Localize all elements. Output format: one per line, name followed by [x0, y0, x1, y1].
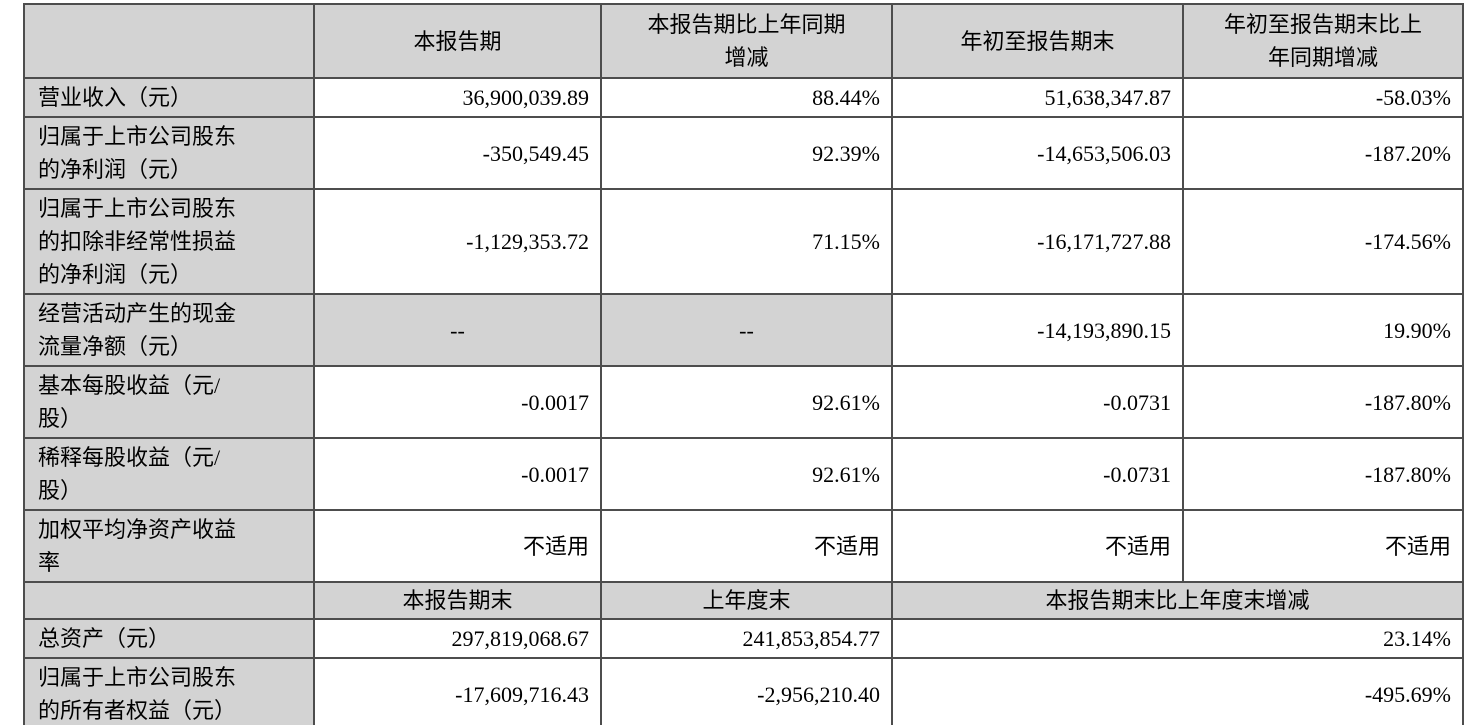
table-row: 加权平均净资产收益 率 不适用 不适用 不适用 不适用: [23, 509, 1464, 583]
cell-value: 297,819,068.67: [313, 618, 602, 659]
table-row: 总资产（元） 297,819,068.67 241,853,854.77 23.…: [23, 618, 1464, 659]
cell-value: -495.69%: [891, 657, 1464, 725]
cell-value: -187.80%: [1182, 365, 1464, 439]
table-row: 基本每股收益（元/ 股） -0.0017 92.61% -0.0731 -187…: [23, 365, 1464, 439]
cell-value: 不适用: [1182, 509, 1464, 583]
cell-value: -350,549.45: [313, 116, 602, 190]
row-label: 总资产（元）: [23, 618, 315, 659]
header-cell-yoy-change: 本报告期比上年同期 增减: [600, 3, 893, 79]
financial-summary-table: 本报告期 本报告期比上年同期 增减 年初至报告期末 年初至报告期末比上 年同期增…: [23, 3, 1464, 725]
cell-value: -17,609,716.43: [313, 657, 602, 725]
cell-value: -58.03%: [1182, 77, 1464, 118]
table-row: 归属于上市公司股东 的所有者权益（元） -17,609,716.43 -2,95…: [23, 657, 1464, 725]
row-label: 加权平均净资产收益 率: [23, 509, 315, 583]
cell-value: 不适用: [891, 509, 1184, 583]
table-row: 经营活动产生的现金 流量净额（元） -- -- -14,193,890.15 1…: [23, 293, 1464, 367]
row-label: 营业收入（元）: [23, 77, 315, 118]
cell-value: -0.0731: [891, 437, 1184, 511]
cell-value: -2,956,210.40: [600, 657, 893, 725]
subheader-cell-prior-year-end: 上年度末: [600, 581, 893, 620]
row-label: 归属于上市公司股东 的净利润（元）: [23, 116, 315, 190]
table-row: 归属于上市公司股东 的扣除非经常性损益 的净利润（元） -1,129,353.7…: [23, 188, 1464, 295]
cell-value: 19.90%: [1182, 293, 1464, 367]
cell-value: -14,193,890.15: [891, 293, 1184, 367]
cell-not-applicable-dash: --: [313, 293, 602, 367]
row-label: 归属于上市公司股东 的扣除非经常性损益 的净利润（元）: [23, 188, 315, 295]
cell-value: -0.0017: [313, 365, 602, 439]
cell-value: 92.61%: [600, 365, 893, 439]
cell-value: 92.39%: [600, 116, 893, 190]
cell-value: 92.61%: [600, 437, 893, 511]
cell-value: 51,638,347.87: [891, 77, 1184, 118]
subheader-cell-period-end: 本报告期末: [313, 581, 602, 620]
table-row: 稀释每股收益（元/ 股） -0.0017 92.61% -0.0731 -187…: [23, 437, 1464, 511]
cell-value: 不适用: [600, 509, 893, 583]
header-cell-current-period: 本报告期: [313, 3, 602, 79]
table-row: 营业收入（元） 36,900,039.89 88.44% 51,638,347.…: [23, 77, 1464, 118]
cell-value: -16,171,727.88: [891, 188, 1184, 295]
row-label: 稀释每股收益（元/ 股）: [23, 437, 315, 511]
table-subheader-row: 本报告期末 上年度末 本报告期末比上年度末增减: [23, 581, 1464, 620]
cell-value: 88.44%: [600, 77, 893, 118]
cell-value: -0.0017: [313, 437, 602, 511]
table-header-row: 本报告期 本报告期比上年同期 增减 年初至报告期末 年初至报告期末比上 年同期增…: [23, 3, 1464, 79]
row-label: 归属于上市公司股东 的所有者权益（元）: [23, 657, 315, 725]
cell-value: 23.14%: [891, 618, 1464, 659]
cell-value: -0.0731: [891, 365, 1184, 439]
cell-not-applicable-dash: --: [600, 293, 893, 367]
cell-value: -187.80%: [1182, 437, 1464, 511]
cell-value: -174.56%: [1182, 188, 1464, 295]
cell-value: 71.15%: [600, 188, 893, 295]
row-label: 经营活动产生的现金 流量净额（元）: [23, 293, 315, 367]
subheader-cell-blank: [23, 581, 315, 620]
header-cell-blank: [23, 3, 315, 79]
cell-value: -14,653,506.03: [891, 116, 1184, 190]
cell-value: -187.20%: [1182, 116, 1464, 190]
table-row: 归属于上市公司股东 的净利润（元） -350,549.45 92.39% -14…: [23, 116, 1464, 190]
cell-value: -1,129,353.72: [313, 188, 602, 295]
header-cell-ytd: 年初至报告期末: [891, 3, 1184, 79]
header-cell-ytd-yoy-change: 年初至报告期末比上 年同期增减: [1182, 3, 1464, 79]
subheader-cell-change-vs-prior-year-end: 本报告期末比上年度末增减: [891, 581, 1464, 620]
cell-value: 36,900,039.89: [313, 77, 602, 118]
cell-value: 241,853,854.77: [600, 618, 893, 659]
row-label: 基本每股收益（元/ 股）: [23, 365, 315, 439]
cell-value: 不适用: [313, 509, 602, 583]
